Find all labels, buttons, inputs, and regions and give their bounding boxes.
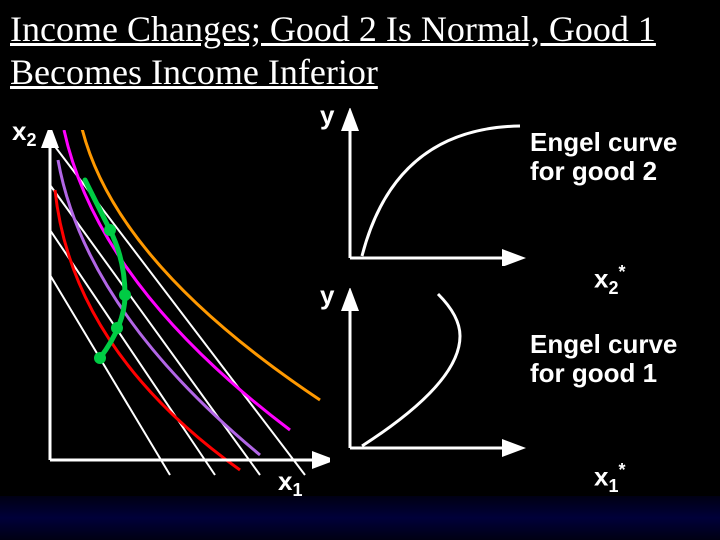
engel1-xstar-label: x1* [594,460,626,497]
engel-curve-good-2 [340,108,560,266]
engel1-y-label: y [320,280,334,311]
indifference-diagram [30,130,330,480]
engel2-y-label: y [320,100,334,131]
decorative-band [0,496,720,540]
axis-label-x2: x2 [12,116,36,151]
engel2-xstar-label: x2* [594,262,626,299]
engel-curve-good-1 [340,288,560,458]
engel1-caption: Engel curve for good 1 [530,330,710,387]
engel2-caption: Engel curve for good 2 [530,128,710,185]
slide-title: Income Changes; Good 2 Is Normal, Good 1… [0,0,720,94]
